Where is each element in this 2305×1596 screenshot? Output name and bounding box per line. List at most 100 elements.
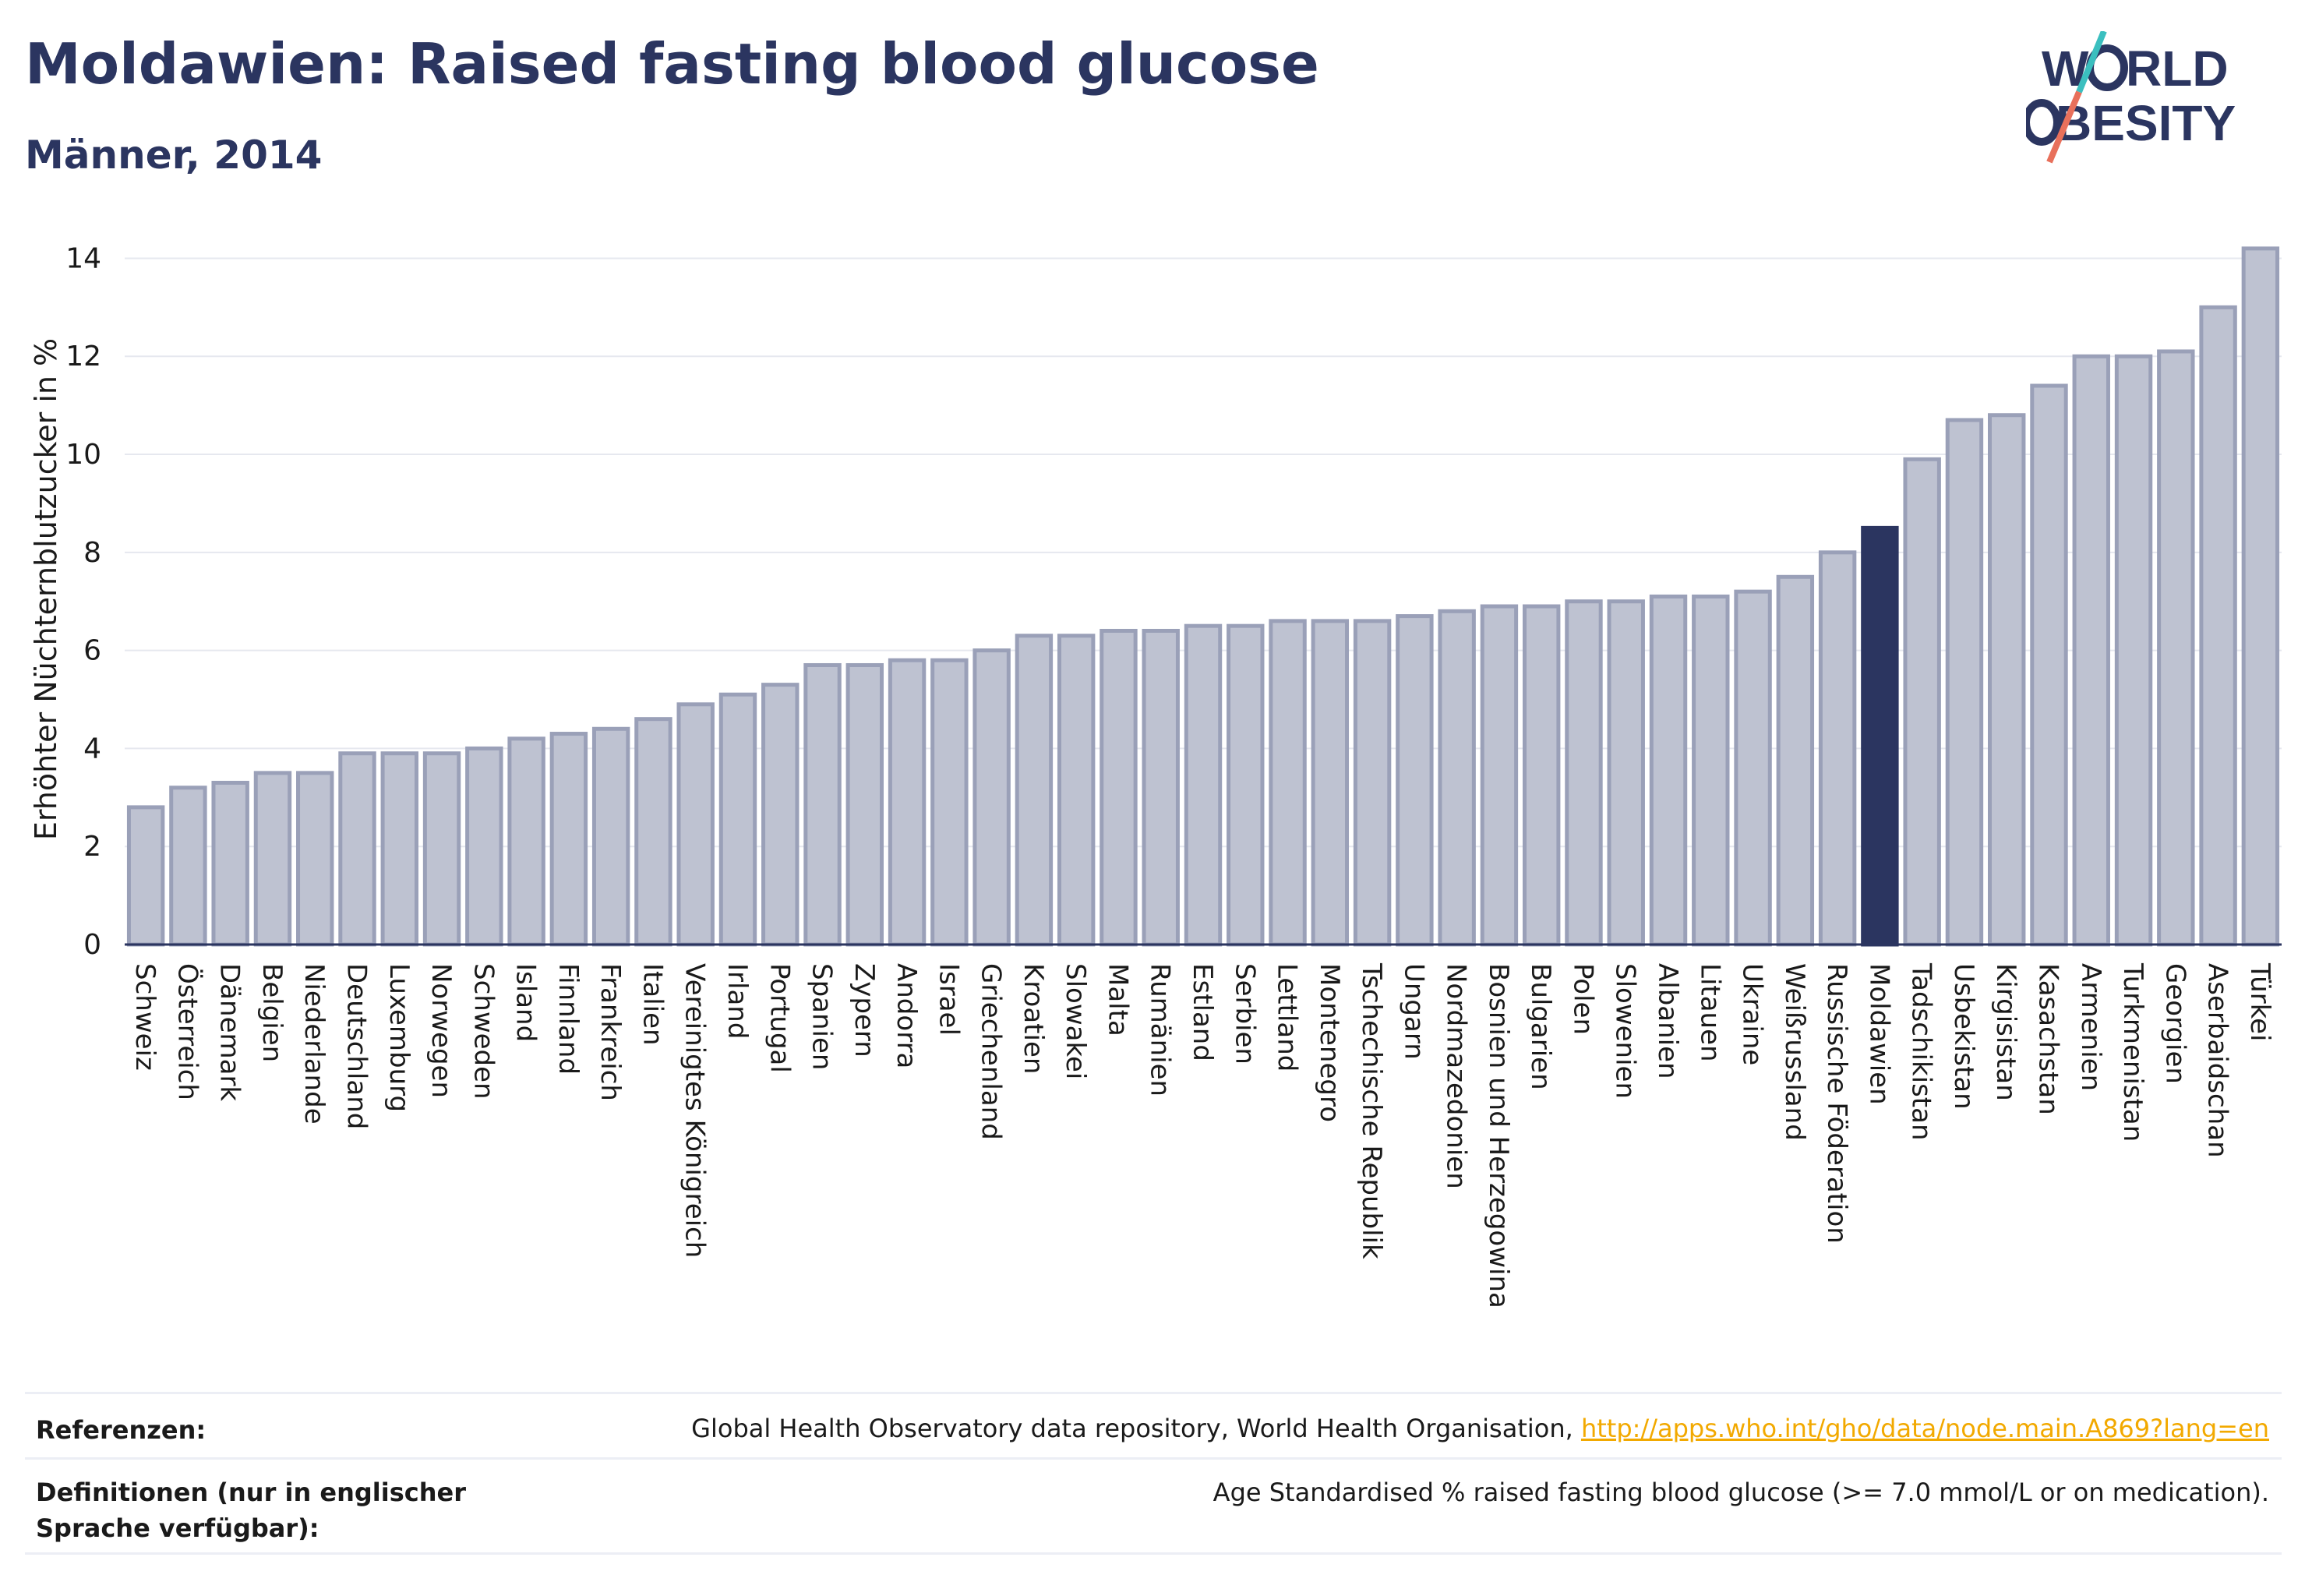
bar-Zypern bbox=[845, 662, 884, 947]
x-tick-label: Irland bbox=[722, 963, 753, 1039]
bar-Griechenland bbox=[972, 648, 1011, 947]
references-link[interactable]: http://apps.who.int/gho/data/node.main.A… bbox=[1580, 1414, 2269, 1443]
page-title: Moldawien: Raised fasting blood glucose bbox=[25, 31, 1319, 97]
x-tick-label: Montenegro bbox=[1314, 963, 1345, 1122]
bar-Schweden bbox=[465, 746, 503, 947]
x-tick-label: Ukraine bbox=[1737, 963, 1768, 1065]
x-tick-label: Nordmazedonien bbox=[1441, 963, 1472, 1189]
bar-Aserbaidschan bbox=[2199, 305, 2237, 947]
bar-Weißrussland bbox=[1776, 574, 1815, 947]
bar-Estland bbox=[1184, 623, 1223, 947]
x-tick-label: Portugal bbox=[764, 963, 795, 1073]
footer-divider bbox=[25, 1457, 2282, 1460]
bar-Frankreich bbox=[591, 726, 630, 947]
y-tick-label: 10 bbox=[65, 439, 101, 471]
x-tick-label: Finnland bbox=[552, 963, 584, 1075]
x-tick-label: Armenien bbox=[2075, 963, 2106, 1091]
references-value: Global Health Observatory data repositor… bbox=[691, 1414, 2269, 1443]
bar-Russische Föderation bbox=[1818, 550, 1857, 947]
x-tick-label: Aserbaidschan bbox=[2202, 963, 2233, 1158]
x-tick-label: Spanien bbox=[807, 963, 838, 1070]
bar-Dänemark bbox=[211, 780, 249, 947]
x-tick-label: Tadschikistan bbox=[1906, 962, 1937, 1141]
y-tick-label: 6 bbox=[83, 635, 101, 667]
references-text: Global Health Observatory data repositor… bbox=[691, 1414, 1581, 1443]
x-tick-label: Bulgarien bbox=[1525, 963, 1556, 1090]
bar-Ungarn bbox=[1396, 614, 1434, 947]
bar-Usbekistan bbox=[1945, 418, 1984, 947]
bar-Armenien bbox=[2072, 354, 2110, 947]
x-tick-label: Weißrussland bbox=[1779, 963, 1810, 1141]
bar-Luxemburg bbox=[380, 751, 418, 947]
definitions-value: Age Standardised % raised fasting blood … bbox=[1213, 1478, 2269, 1507]
svg-text:RLD: RLD bbox=[2126, 41, 2229, 97]
bar-Tadschikistan bbox=[1903, 457, 1941, 947]
x-tick-label: Italien bbox=[637, 963, 668, 1046]
x-tick-label: Island bbox=[510, 963, 542, 1042]
x-tick-label: Slowakei bbox=[1060, 963, 1091, 1079]
x-tick-label: Griechenland bbox=[976, 963, 1007, 1140]
x-tick-label: Vereinigtes Königreich bbox=[679, 963, 711, 1258]
x-tick-label: Litauen bbox=[1694, 963, 1725, 1062]
bar-Irland bbox=[718, 692, 757, 947]
x-tick-label: Estland bbox=[1187, 963, 1218, 1061]
bar-Schweiz bbox=[126, 805, 165, 947]
bar-Georgien bbox=[2157, 349, 2195, 947]
x-tick-label: Ungarn bbox=[1398, 963, 1429, 1060]
x-tick-label: Slowenien bbox=[1610, 963, 1641, 1099]
x-tick-label: Andorra bbox=[891, 963, 922, 1068]
bar-Norwegen bbox=[422, 751, 461, 947]
bar-Türkei bbox=[2241, 246, 2280, 947]
bar-Polen bbox=[1565, 599, 1603, 947]
x-tick-label: Israel bbox=[933, 963, 964, 1036]
bar-Israel bbox=[930, 658, 969, 947]
x-tick-label: Kroatien bbox=[1018, 963, 1049, 1074]
x-tick-label: Rumänien bbox=[1145, 963, 1176, 1096]
bar-Serbien bbox=[1227, 623, 1265, 947]
x-tick-label: Lettland bbox=[1272, 963, 1303, 1072]
x-tick-label: Türkei bbox=[2244, 962, 2275, 1041]
bar-Montenegro bbox=[1311, 619, 1350, 947]
x-tick-label: Albanien bbox=[1652, 963, 1683, 1079]
x-tick-label: Belgien bbox=[256, 963, 288, 1062]
x-tick-label: Tschechische Republik bbox=[1356, 962, 1387, 1259]
bar-Albanien bbox=[1649, 594, 1688, 947]
x-tick-label: Georgien bbox=[2159, 963, 2190, 1084]
x-tick-label: Schweiz bbox=[129, 963, 161, 1071]
bar-Turkmenistan bbox=[2114, 354, 2153, 947]
bar-Italien bbox=[634, 717, 672, 947]
y-tick-label: 8 bbox=[83, 537, 101, 569]
x-tick-label: Niederlande bbox=[298, 963, 330, 1125]
bar-Litauen bbox=[1692, 594, 1730, 947]
bar-Bosnien und Herzegowina bbox=[1480, 604, 1519, 947]
bar-Rumänien bbox=[1142, 628, 1180, 947]
bar-Ukraine bbox=[1734, 589, 1772, 947]
bar-Niederlande bbox=[296, 771, 334, 947]
footer-divider bbox=[25, 1392, 2282, 1394]
footer-divider bbox=[25, 1552, 2282, 1555]
x-tick-label: Österreich bbox=[171, 963, 203, 1100]
bar-Andorra bbox=[888, 658, 927, 947]
x-tick-label: Zypern bbox=[849, 963, 880, 1058]
x-tick-label: Turkmenistan bbox=[2117, 962, 2148, 1142]
bar-Belgien bbox=[253, 771, 292, 947]
bar-Island bbox=[507, 736, 545, 947]
y-tick-label: 2 bbox=[83, 831, 101, 863]
y-tick-label: 12 bbox=[65, 341, 101, 373]
x-tick-label: Serbien bbox=[1229, 963, 1260, 1065]
page-subtitle: Männer, 2014 bbox=[25, 132, 323, 178]
references-label: Referenzen: bbox=[36, 1415, 206, 1445]
x-tick-label: Bosnien und Herzegowina bbox=[1483, 963, 1514, 1308]
x-tick-label: Malta bbox=[1102, 963, 1133, 1036]
bar-Moldawien bbox=[1861, 525, 1899, 947]
x-tick-label: Frankreich bbox=[595, 963, 626, 1101]
y-tick-label: 0 bbox=[83, 929, 101, 961]
x-tick-label: Schweden bbox=[468, 963, 499, 1100]
bar-chart: 0 2 4 6 8 10 12 14 Erhöhter Nüchternblutzucker i… bbox=[29, 242, 2282, 1308]
x-tick-label: Norwegen bbox=[425, 963, 457, 1098]
bar-Tschechische Republik bbox=[1353, 619, 1392, 947]
y-axis-label: Erhöhter Nüchternblutzucker in % bbox=[29, 338, 63, 840]
world-obesity-logo: W RLD BESITY bbox=[2026, 31, 2236, 164]
bar-Lettland bbox=[1269, 619, 1307, 947]
bar-Slowenien bbox=[1607, 599, 1645, 947]
